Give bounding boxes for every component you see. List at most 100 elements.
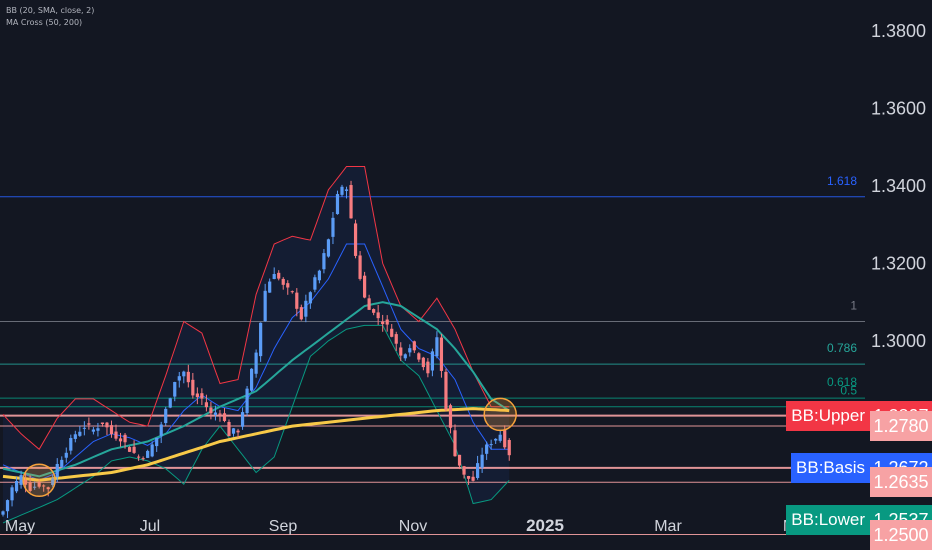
- candle-body: [399, 347, 403, 356]
- candle: [91, 427, 95, 435]
- candle-body: [209, 407, 213, 414]
- candle: [150, 441, 154, 458]
- candle-body: [340, 186, 344, 195]
- candle: [390, 323, 394, 338]
- candle-body: [290, 291, 294, 293]
- candle-body: [14, 480, 19, 492]
- bollinger-band-fill: [3, 166, 510, 523]
- candle: [87, 417, 91, 430]
- candle: [37, 478, 41, 489]
- candle-body: [177, 376, 181, 381]
- candle-body: [367, 298, 371, 310]
- candle-body: [240, 412, 245, 427]
- candle: [471, 470, 475, 482]
- candle-body: [363, 275, 367, 298]
- indicator-ma-cross-label[interactable]: MA Cross (50, 200): [6, 18, 83, 27]
- candle-body: [100, 422, 105, 424]
- candle-body: [123, 434, 127, 443]
- x-axis-tick-label: May: [5, 518, 35, 535]
- candle-body: [349, 185, 353, 219]
- candle: [146, 449, 150, 458]
- candle-body: [435, 337, 439, 357]
- candle-body: [222, 413, 227, 421]
- bb-basis-line: [2, 243, 510, 481]
- candle: [340, 184, 344, 197]
- candle-body: [259, 322, 263, 357]
- candle-body: [127, 447, 132, 452]
- candle: [317, 269, 321, 284]
- candle-body: [73, 434, 77, 439]
- candle: [69, 434, 73, 455]
- candle-body: [1, 511, 5, 515]
- candle-body: [33, 486, 37, 488]
- candle-body: [109, 425, 114, 435]
- y-axis-tick-label: 1.3400: [871, 176, 926, 196]
- candle: [358, 251, 362, 281]
- x-axis-tick-label: Sep: [269, 518, 298, 535]
- x-axis: MayJulSepNov2025MarMay: [5, 516, 813, 535]
- candle-body: [390, 328, 394, 337]
- candle: [448, 403, 453, 434]
- candle-body: [480, 454, 484, 468]
- candle-body: [118, 438, 123, 442]
- candle-body: [494, 438, 498, 441]
- candle-body: [295, 292, 299, 309]
- candle: [28, 475, 32, 493]
- candle-body: [457, 454, 462, 466]
- candle-body: [272, 274, 276, 280]
- candle-body: [344, 189, 349, 191]
- candle-body: [376, 312, 380, 319]
- candle: [42, 484, 46, 492]
- x-axis-tick-label: Mar: [654, 518, 682, 535]
- candle-body: [408, 348, 412, 353]
- candle: [453, 424, 457, 457]
- candle-body: [114, 431, 118, 439]
- candle-body: [254, 352, 258, 374]
- candle: [227, 419, 231, 437]
- price-tag-label: BB:Lower: [786, 505, 870, 536]
- candle: [222, 407, 227, 423]
- candle: [290, 290, 294, 294]
- candle-body: [168, 398, 172, 408]
- candle: [96, 422, 100, 437]
- candle: [372, 308, 376, 316]
- candle-body: [37, 482, 41, 487]
- candle: [412, 340, 416, 354]
- candle: [114, 424, 118, 441]
- fib-level-label: 1.618: [827, 174, 857, 188]
- candle-body: [439, 337, 444, 371]
- fib-level-label: 0.5: [840, 384, 857, 398]
- candle-body: [91, 429, 95, 432]
- candle-body: [24, 479, 28, 485]
- candle: [191, 372, 195, 399]
- candle: [485, 441, 489, 460]
- candle: [263, 283, 267, 322]
- candle-body: [466, 476, 471, 479]
- candle-body: [353, 223, 358, 256]
- candle: [304, 294, 308, 323]
- candle-body: [277, 272, 281, 279]
- indicator-bb-label[interactable]: BB (20, SMA, close, 2): [6, 6, 95, 15]
- candle: [118, 432, 123, 447]
- candle: [168, 397, 172, 409]
- candle-body: [19, 475, 23, 485]
- highlight-circle: [483, 397, 517, 432]
- candle-body: [448, 405, 453, 428]
- candle-body: [412, 341, 416, 351]
- candle: [209, 401, 213, 420]
- candle-body: [182, 371, 186, 377]
- candle: [73, 430, 77, 443]
- candle-body: [141, 458, 145, 460]
- candle-body: [78, 431, 82, 436]
- candle-body: [5, 500, 10, 512]
- candle: [326, 238, 331, 258]
- price-tag-value: 1.2780: [870, 411, 932, 442]
- candle: [480, 447, 484, 473]
- candle: [498, 430, 502, 443]
- candle-body: [299, 307, 303, 320]
- candle-body: [286, 283, 290, 288]
- candle: [363, 271, 367, 299]
- candle-body: [507, 440, 511, 456]
- bb-lower-line: [2, 324, 510, 524]
